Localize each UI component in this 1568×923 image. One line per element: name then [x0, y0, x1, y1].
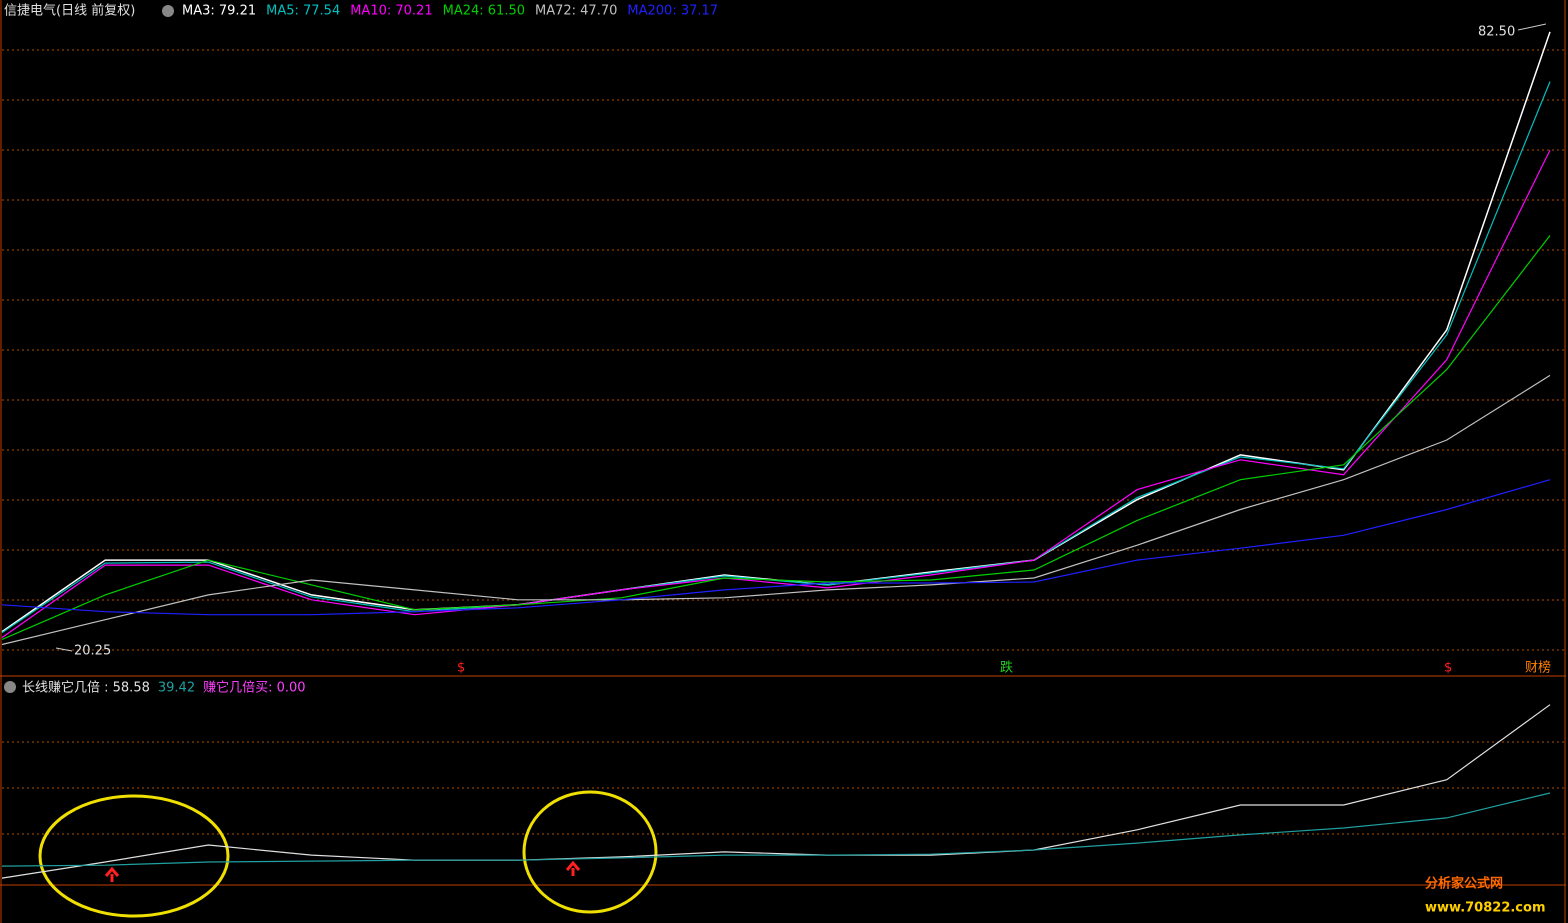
legend-item: MA72: 47.70 — [535, 4, 617, 19]
indicator-label: 赚它几倍买: 0.00 — [203, 680, 305, 696]
legend-item: 长线赚它几倍 : 58.58 — [22, 680, 150, 696]
series-line — [1, 235, 1551, 641]
series-line — [1, 792, 1551, 867]
legend-item: MA200: 37.17 — [627, 4, 718, 19]
series-line — [1, 704, 1551, 879]
watermark-name: 分析家公式网 — [1425, 876, 1503, 892]
highlight-circle — [38, 794, 230, 918]
series-line — [1, 374, 1551, 646]
series-line — [1, 149, 1551, 639]
grid — [2, 49, 1564, 835]
annotation: $ — [1444, 661, 1452, 676]
legend-item: MA24: 61.50 — [443, 4, 525, 19]
annotation: 82.50 — [1478, 25, 1515, 40]
annotation: $ — [457, 661, 465, 676]
menu-icon[interactable] — [4, 681, 16, 693]
legend-item: MA10: 70.21 — [350, 4, 432, 19]
legend-item: MA3: 79.21 — [182, 4, 256, 19]
pointer-line — [1517, 23, 1547, 31]
annotation: 20.25 — [74, 644, 111, 659]
highlight-circle — [522, 790, 658, 914]
watermark-url: www.70822.com — [1425, 901, 1546, 916]
legend-item: MA5: 77.54 — [266, 4, 340, 19]
annotation: 财榜 — [1525, 660, 1551, 676]
pointer-line — [55, 647, 73, 652]
legend-item: 39.42 — [158, 681, 195, 696]
series-line — [1, 479, 1551, 616]
menu-icon[interactable] — [162, 5, 174, 17]
buy-arrow — [104, 866, 120, 882]
buy-arrow — [565, 860, 581, 876]
annotation: 跌 — [1000, 660, 1013, 676]
stock-title: 信捷电气(日线 前复权) — [4, 3, 135, 19]
